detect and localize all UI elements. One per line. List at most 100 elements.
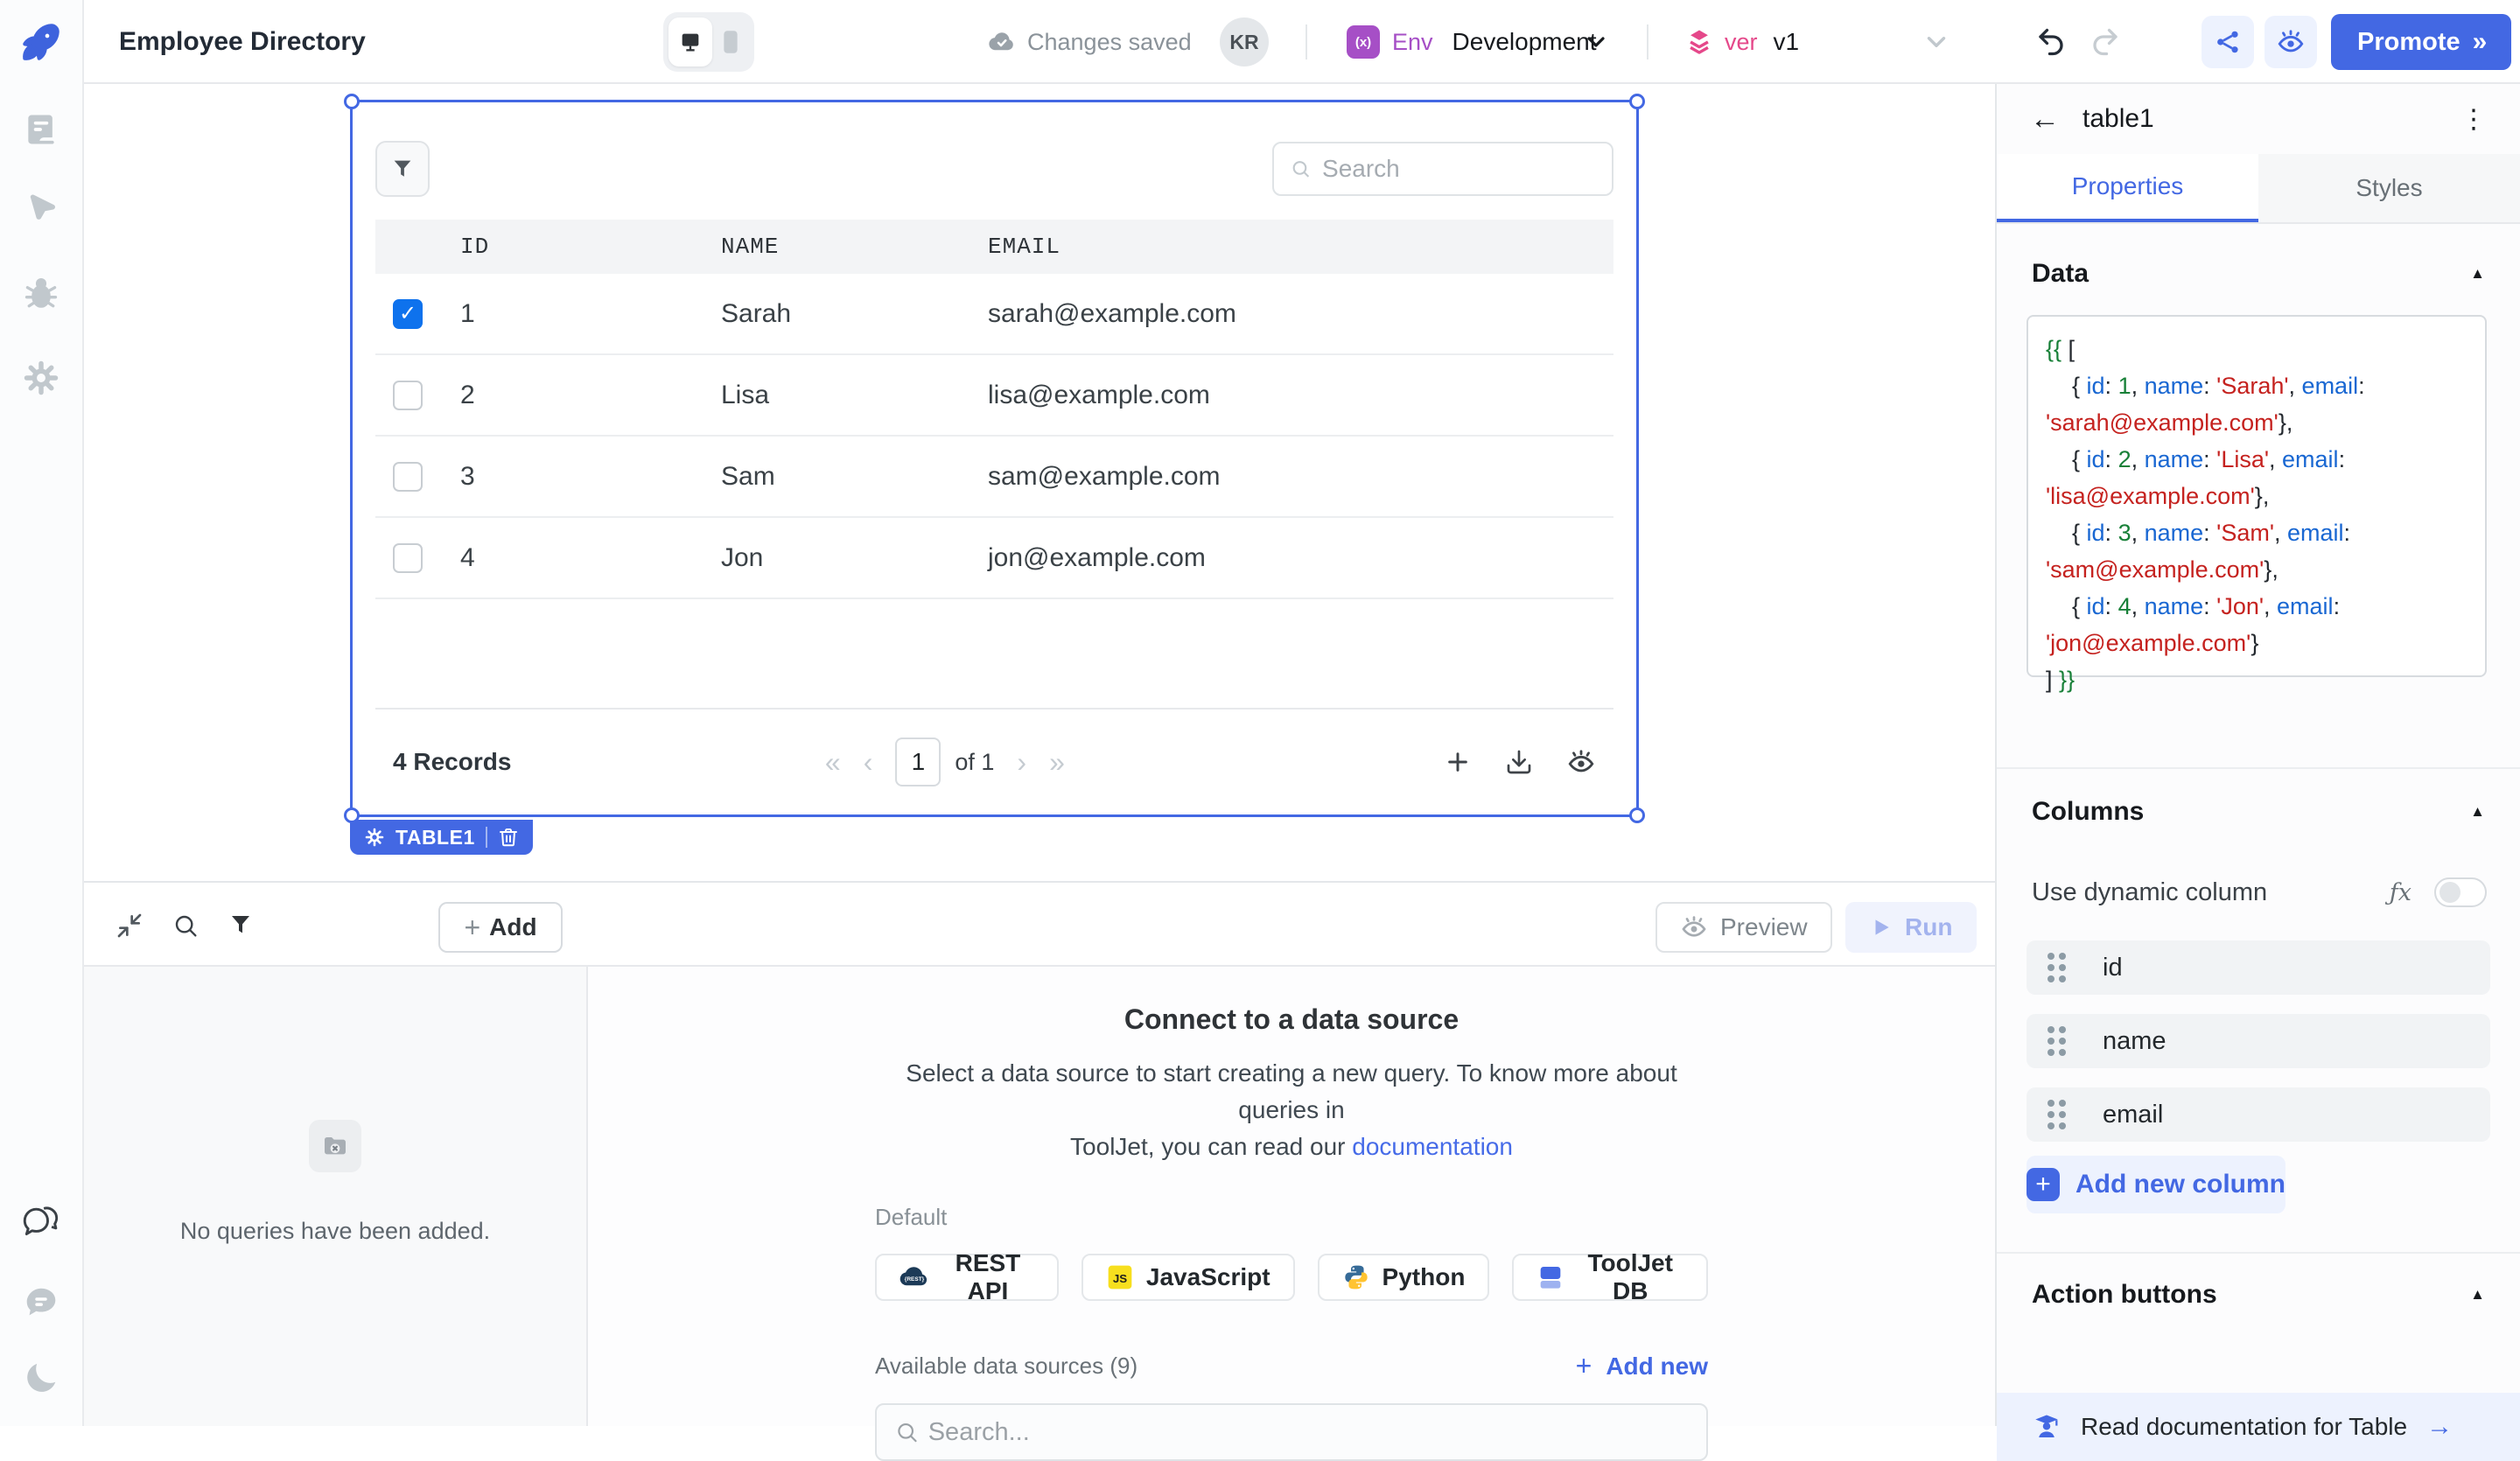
row-checkbox[interactable]: ✓ xyxy=(393,298,423,329)
resize-handle-bottom-right[interactable] xyxy=(1629,807,1645,823)
settings-icon[interactable] xyxy=(22,359,60,397)
resize-handle-top-right[interactable] xyxy=(1629,94,1645,109)
back-icon[interactable]: ← xyxy=(2030,101,2060,136)
trash-icon[interactable] xyxy=(498,827,519,848)
row-checkbox[interactable] xyxy=(393,542,423,573)
table-data-code-editor[interactable]: {{ [ { id: 1, name: 'Sarah', email:'sara… xyxy=(2026,315,2487,693)
column-item-label: id xyxy=(2103,953,2123,982)
current-page-input[interactable]: 1 xyxy=(895,737,942,786)
columns-section-header: Columns ▲ xyxy=(2032,797,2485,826)
row-checkbox[interactable] xyxy=(393,461,423,492)
tooljet-logo-icon[interactable] xyxy=(17,17,66,66)
resize-handle-top-left[interactable] xyxy=(344,94,360,109)
collapse-section-icon[interactable]: ▲ xyxy=(2470,1286,2485,1303)
env-chevron-down-icon[interactable] xyxy=(1582,0,1610,84)
preview-app-button[interactable] xyxy=(2264,16,2317,68)
redo-icon[interactable] xyxy=(2090,0,2121,84)
column-header-id[interactable]: ID xyxy=(460,234,490,260)
next-page-button[interactable]: › xyxy=(1017,745,1027,778)
tab-styles[interactable]: Styles xyxy=(2258,154,2520,222)
version-selector[interactable]: ver v1 xyxy=(1684,0,1799,84)
collapse-section-icon[interactable]: ▲ xyxy=(2470,803,2485,820)
dark-mode-icon[interactable] xyxy=(21,1358,61,1398)
query-panel-toolbar: + Add Preview Run xyxy=(84,883,1995,967)
download-table-button[interactable] xyxy=(1505,748,1533,776)
datasource-button-rest-api[interactable]: {REST} REST API xyxy=(875,1249,1059,1304)
first-page-button[interactable]: « xyxy=(824,745,841,778)
eye-icon xyxy=(1568,750,1594,772)
table-filter-button[interactable] xyxy=(375,141,430,197)
drag-handle-icon[interactable] xyxy=(2048,953,2066,982)
add-query-button[interactable]: + Add xyxy=(438,902,563,953)
table-search-input[interactable] xyxy=(1322,155,1596,183)
datasource-button-javascript[interactable]: JS JavaScript xyxy=(1081,1254,1295,1301)
inspector-icon[interactable] xyxy=(22,191,60,229)
collapse-panel-icon[interactable] xyxy=(116,912,144,940)
datasource-search-input[interactable] xyxy=(928,1417,1689,1447)
run-query-button[interactable]: Run xyxy=(1845,902,1978,953)
add-row-button[interactable] xyxy=(1444,748,1472,776)
use-dynamic-column-label: Use dynamic column xyxy=(2032,877,2268,906)
kebab-menu-icon[interactable]: ⋮ xyxy=(2460,104,2487,134)
environment-selector[interactable]: (x) Env Development xyxy=(1347,0,1597,84)
widget-name-badge[interactable]: TABLE1 xyxy=(350,820,533,855)
table-row[interactable]: 3 Sam sam@example.com xyxy=(375,437,1614,518)
column-item-name[interactable]: name xyxy=(2026,1014,2490,1068)
column-item-id[interactable]: id xyxy=(2026,940,2490,995)
table-row[interactable]: ✓ 1 Sarah sarah@example.com xyxy=(375,274,1614,355)
add-new-column-button[interactable]: + Add new column xyxy=(2026,1156,2286,1213)
collapse-section-icon[interactable]: ▲ xyxy=(2470,265,2485,282)
table-search[interactable] xyxy=(1272,142,1614,196)
search-queries-icon[interactable] xyxy=(172,912,200,940)
column-header-email[interactable]: EMAIL xyxy=(988,234,1061,260)
pages-icon[interactable] xyxy=(22,110,60,149)
fx-button[interactable]: ƒx xyxy=(2389,878,2412,906)
avatar[interactable]: KR xyxy=(1220,0,1269,84)
table-widget[interactable]: ID NAME EMAIL ✓ 1 Sarah sarah@example.com 2 L… xyxy=(344,94,1645,823)
add-new-datasource-button[interactable]: + Add new xyxy=(1575,1350,1708,1381)
drag-handle-icon[interactable] xyxy=(2048,1100,2066,1129)
datasource-button-tooljet-db[interactable]: ToolJet DB xyxy=(1512,1249,1708,1304)
column-item-label: name xyxy=(2103,1026,2166,1055)
eye-icon xyxy=(2278,30,2304,52)
resize-handle-bottom-left[interactable] xyxy=(344,807,360,823)
last-page-button[interactable]: » xyxy=(1049,745,1065,778)
column-item-email[interactable]: email xyxy=(2026,1087,2490,1142)
dynamic-column-toggle[interactable] xyxy=(2434,877,2487,907)
preview-query-button[interactable]: Preview xyxy=(1656,902,1832,953)
prev-page-button[interactable]: ‹ xyxy=(863,745,873,778)
documentation-link[interactable]: documentation xyxy=(1352,1133,1513,1160)
mobile-view-icon[interactable] xyxy=(712,30,749,54)
cell-id: 4 xyxy=(460,542,475,572)
share-button[interactable] xyxy=(2202,16,2254,68)
table-header-row: ID NAME EMAIL xyxy=(375,220,1614,274)
column-header-name[interactable]: NAME xyxy=(721,234,780,260)
datasource-button-python[interactable]: Python xyxy=(1317,1254,1490,1301)
app-canvas[interactable]: ID NAME EMAIL ✓ 1 Sarah sarah@example.com 2 L… xyxy=(84,84,1995,881)
inspector-panel: ← table1 ⋮ Properties Styles Data ▲ {{ [… xyxy=(1995,84,2520,1461)
tab-properties[interactable]: Properties xyxy=(1997,154,2258,222)
desktop-view-icon[interactable] xyxy=(668,17,712,66)
debugger-icon[interactable] xyxy=(22,275,60,313)
drag-handle-icon[interactable] xyxy=(2048,1026,2066,1056)
filter-queries-icon[interactable] xyxy=(228,912,254,938)
undo-icon[interactable] xyxy=(2035,0,2067,84)
comments-icon[interactable] xyxy=(21,1283,61,1323)
row-checkbox[interactable] xyxy=(393,380,423,410)
plus-icon xyxy=(1448,752,1467,772)
manage-columns-button[interactable] xyxy=(1566,747,1596,777)
page-of-label: of 1 xyxy=(955,748,995,775)
chat-feedback-icon[interactable] xyxy=(19,1200,63,1244)
read-documentation-link[interactable]: Read documentation for Table → xyxy=(1997,1393,2520,1461)
cell-name: Sarah xyxy=(721,298,792,328)
datasource-picker: Connect to a data source Select a data s… xyxy=(588,967,1995,1461)
svg-text:{REST}: {REST} xyxy=(905,1276,925,1283)
available-sources-label: Available data sources (9) xyxy=(875,1353,1138,1379)
table-row[interactable]: 2 Lisa lisa@example.com xyxy=(375,355,1614,437)
python-icon xyxy=(1342,1263,1370,1291)
device-toggle[interactable] xyxy=(663,12,754,72)
version-chevron-down-icon[interactable] xyxy=(1922,0,1951,84)
promote-button[interactable]: Promote » xyxy=(2331,14,2512,70)
table-row[interactable]: 4 Jon jon@example.com xyxy=(375,518,1614,599)
datasource-search[interactable] xyxy=(875,1403,1708,1461)
